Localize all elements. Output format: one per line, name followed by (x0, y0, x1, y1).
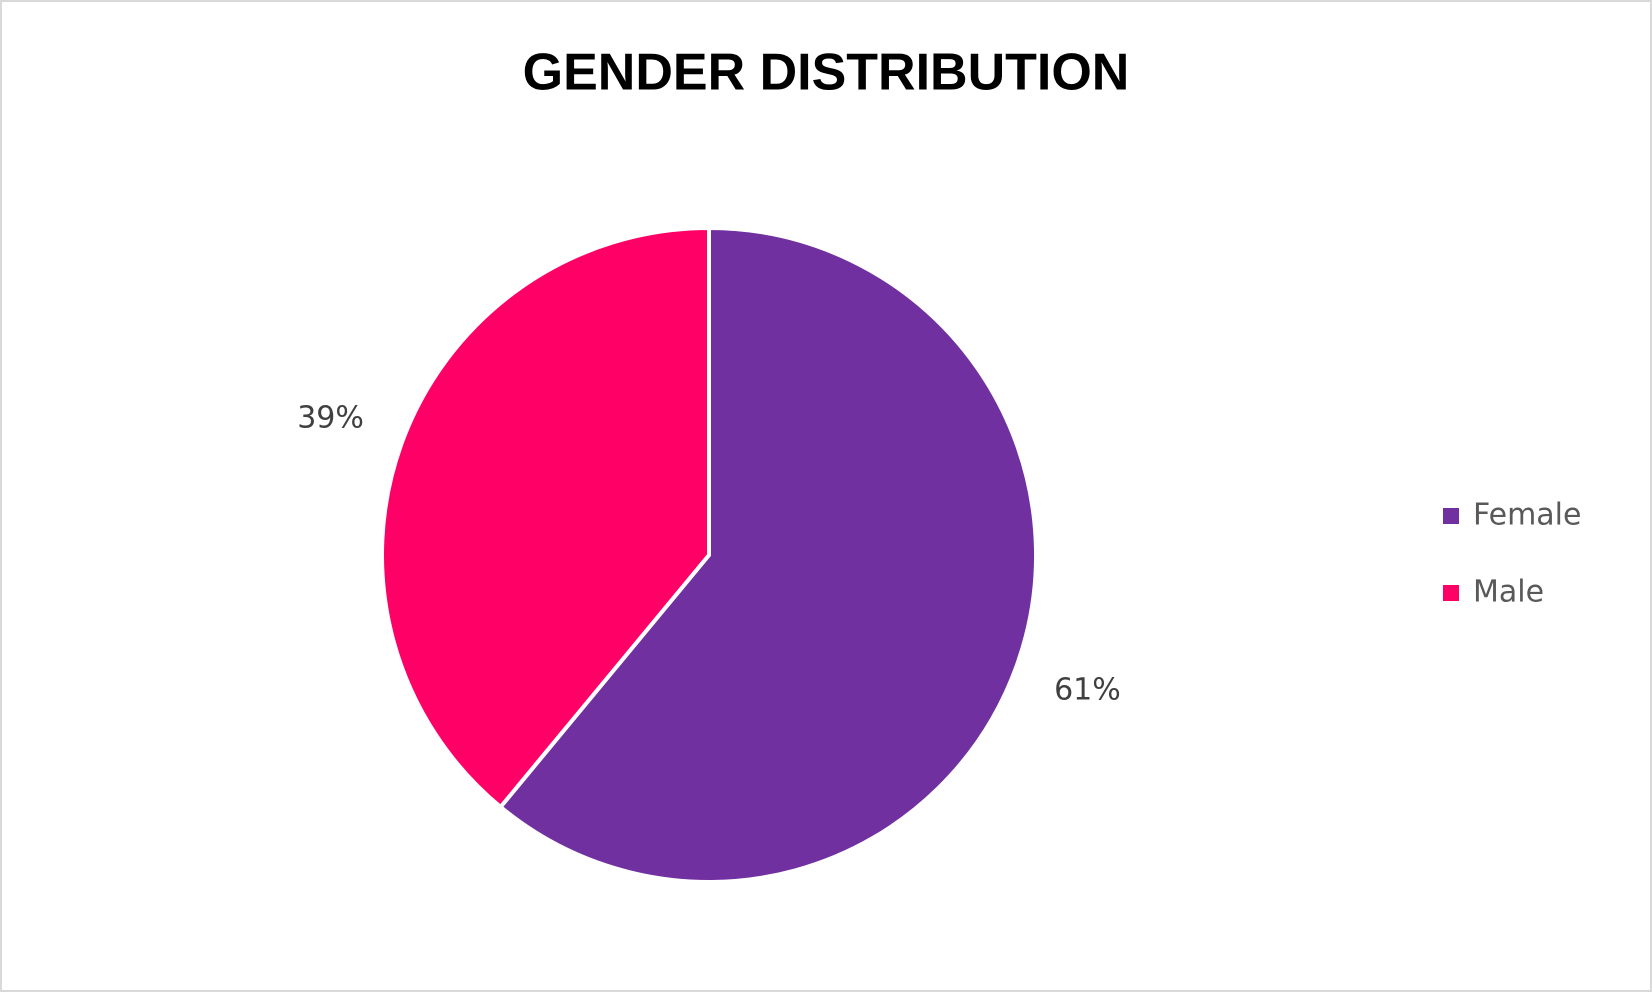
legend-swatch (1443, 508, 1459, 524)
legend-swatch (1443, 585, 1459, 601)
data-label: 39% (297, 400, 364, 435)
data-label: 61% (1054, 673, 1121, 708)
legend-label: Male (1473, 575, 1544, 610)
chart-title: GENDER DISTRIBUTION (523, 44, 1130, 102)
pie-slice (497, 225, 1038, 884)
legend-label: Female (1473, 498, 1581, 533)
pie-slice (380, 225, 711, 810)
